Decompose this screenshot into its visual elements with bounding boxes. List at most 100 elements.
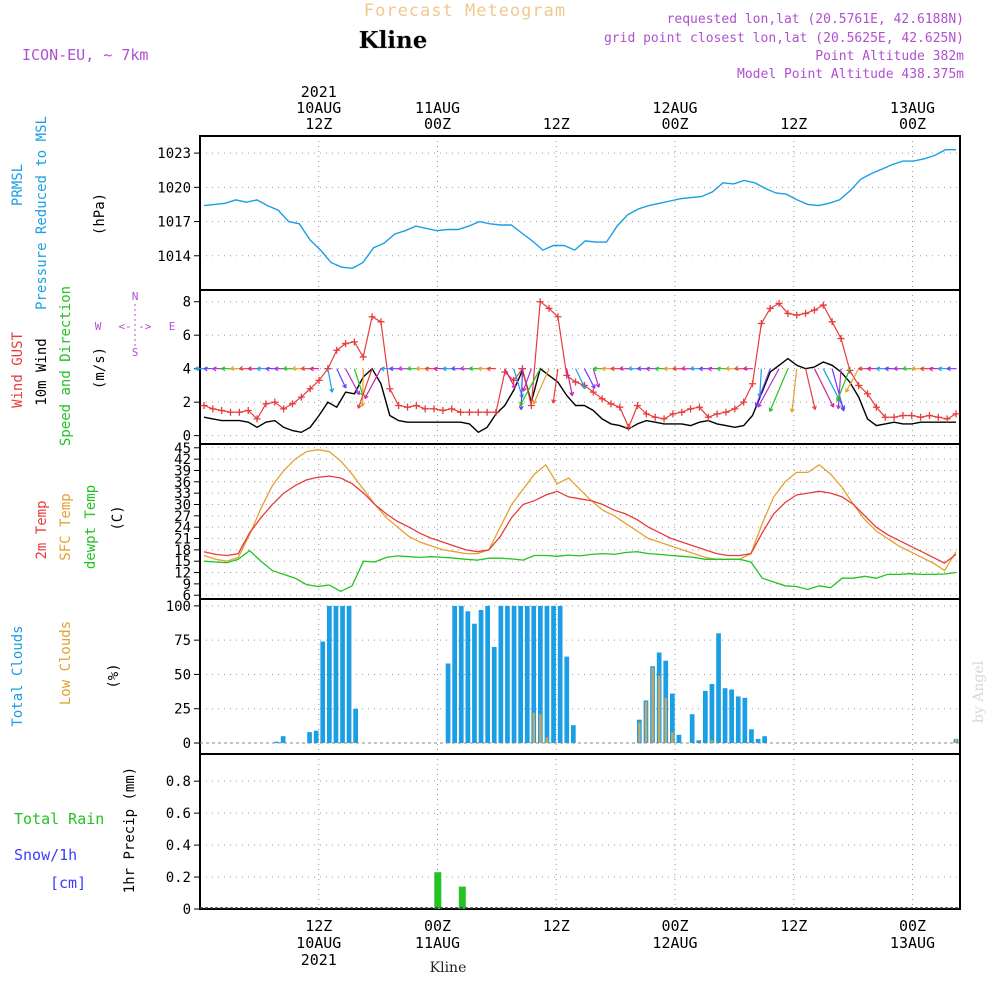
wind-arrow-head <box>265 366 270 372</box>
gust-point <box>952 410 960 418</box>
snow-unit-label: [cm] <box>50 874 86 892</box>
temp-2m-line <box>203 475 957 564</box>
gust-point <box>527 402 535 409</box>
low-cloud-bar <box>539 714 542 743</box>
panel-0: 1014 1017 1020 1023 <box>157 135 961 291</box>
wind-arrow-head <box>203 366 208 372</box>
y-tick-label: 1017 <box>157 215 191 231</box>
bottom-time-label: 00Z <box>899 917 926 935</box>
wind-arrow-head <box>380 366 385 372</box>
gust-point <box>554 313 562 321</box>
top-time-label: 00Z <box>899 115 926 133</box>
clouds-unit-label: (%) <box>106 663 122 688</box>
gust-point <box>828 318 836 326</box>
total-cloud-bar <box>307 732 312 744</box>
wind-arrow-head <box>734 365 739 371</box>
grid-point-coords: grid point closest lon,lat (20.5625E, 42… <box>604 31 964 46</box>
requested-coords: requested lon,lat (20.5761E, 42.6188N) <box>667 12 964 27</box>
precip-unit-label: 1hr Precip (mm) <box>122 767 138 893</box>
wind-arrow-head <box>511 384 516 389</box>
wind-arrow-head <box>836 397 841 402</box>
total-cloud-bar <box>551 605 556 744</box>
wind-arrow <box>552 368 559 404</box>
gust-point <box>802 309 810 317</box>
wind-arrow-head <box>628 365 633 371</box>
rain-bar <box>434 872 442 909</box>
y-tick-label: 1023 <box>157 146 191 162</box>
wind-arrow <box>575 368 586 389</box>
wind-arrow <box>836 368 851 402</box>
wind-arrow <box>755 368 771 407</box>
total-cloud-bar <box>333 605 339 744</box>
snow-label: Snow/1h <box>14 846 77 864</box>
wind-arrow-head <box>360 402 366 407</box>
gust-point <box>359 353 367 361</box>
wind-arrow-head <box>477 366 483 372</box>
gust-point <box>625 423 633 431</box>
wind-arrow-head <box>867 366 872 372</box>
wind-arrow-head <box>654 366 660 372</box>
gust-point <box>350 338 358 346</box>
wind-arrow-head <box>342 383 347 389</box>
wind-arrow <box>504 368 516 389</box>
total-cloud-bar <box>445 663 451 744</box>
pressure-label-1: PRMSL <box>10 164 26 206</box>
location-title: Kline <box>359 27 428 54</box>
gust-point <box>607 400 615 408</box>
wind-arrow <box>566 368 573 396</box>
wind-arrow-head <box>212 366 217 372</box>
wind-arrow-head <box>645 366 651 372</box>
bottom-time-label: 00Z <box>661 917 688 935</box>
gust-point <box>704 413 712 421</box>
total-cloud-bar <box>505 605 510 744</box>
wind-arrow <box>592 368 600 388</box>
y-tick-label: 6 <box>183 328 191 344</box>
wind-arrow <box>327 368 333 393</box>
total-cloud-bar <box>280 736 286 744</box>
wind-arrow-head <box>601 366 606 372</box>
total-cloud-bar <box>696 740 702 743</box>
wind-arrow-head <box>707 366 713 372</box>
gust-point <box>864 390 872 398</box>
gust-point <box>492 408 500 416</box>
wind-arrow-head <box>884 366 889 372</box>
pressure-unit-label: (hPa) <box>92 193 108 235</box>
wind-arrow <box>513 368 524 398</box>
bottom-time-label: 11AUG <box>415 934 460 952</box>
total-cloud-bar <box>676 734 682 743</box>
gust-point <box>678 408 686 416</box>
gust-point <box>306 385 314 393</box>
low-cloud-bar <box>644 701 648 744</box>
total-cloud-bar <box>544 605 550 744</box>
wind-arrow-head <box>433 366 438 372</box>
compass-rose: N S W E <- -> <box>95 290 176 359</box>
gust-point <box>713 410 721 418</box>
wind-arrow-head <box>743 365 748 371</box>
y-tick-label: 33 <box>174 486 191 502</box>
total-cloud-bar <box>498 605 504 744</box>
wind-arrow-head <box>532 399 538 405</box>
low-cloud-bar <box>954 738 958 743</box>
total-cloud-bar <box>735 696 741 743</box>
sfc-temp-line <box>203 449 957 572</box>
wind-arrow-head <box>902 365 907 371</box>
gust-point <box>757 319 765 327</box>
total-cloud-bar <box>538 605 543 744</box>
gust-point <box>253 415 261 423</box>
total-cloud-bar <box>755 738 761 743</box>
wind-arrow-head <box>581 384 587 390</box>
panel-3: 0 25 50 75 100 <box>166 598 961 755</box>
temp-2m-label: 2m Temp <box>34 500 50 559</box>
gust-point <box>687 405 695 413</box>
gust-point <box>784 309 792 317</box>
gust-point <box>457 408 465 416</box>
gust-point <box>430 405 438 413</box>
compass-n: N <box>132 290 139 303</box>
total-cloud-bar <box>452 605 457 744</box>
wind-arrow <box>345 368 360 395</box>
total-cloud-bar <box>716 633 721 743</box>
wind-arrow-head <box>716 366 721 372</box>
model-altitude: Model Point Altitude 438.375m <box>737 67 964 82</box>
y-tick-label: 0 <box>183 736 191 752</box>
